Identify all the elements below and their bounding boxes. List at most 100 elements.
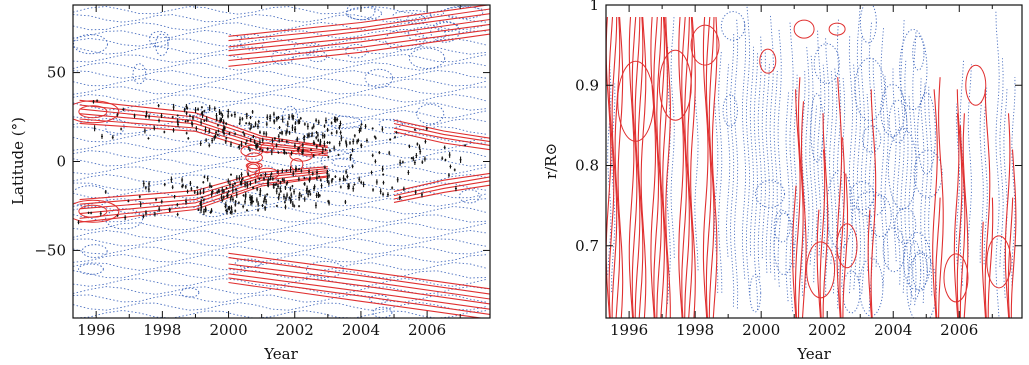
red-contour-line: [822, 113, 829, 318]
blue-contour-line: [670, 17, 675, 258]
blue-contour-loop: [384, 28, 426, 51]
blue-contour-loop: [78, 263, 104, 275]
red-contour-line: [79, 170, 328, 210]
left-x-axis-label: Year: [263, 345, 298, 363]
blue-contour-line: [813, 105, 818, 283]
blue-contour-line: [829, 71, 834, 264]
right-x-axis-label: Year: [796, 345, 831, 363]
left-x-tick-label: 1996: [77, 321, 115, 339]
red-contour-line: [614, 16, 621, 318]
red-contour-line: [705, 16, 712, 318]
blue-contour-line: [73, 302, 487, 311]
red-contour-loop: [943, 253, 969, 303]
blue-contour-line: [73, 310, 487, 318]
blue-contour-loop: [185, 101, 209, 117]
blue-contour-loop: [364, 68, 394, 88]
blue-contour-line: [761, 49, 766, 259]
red-contour-line: [228, 33, 490, 67]
red-contour-loop: [793, 19, 815, 39]
red-contour-line: [956, 89, 963, 318]
red-contour-line: [228, 5, 490, 37]
red-contour-line: [690, 16, 696, 318]
blue-contour-loop: [749, 273, 762, 313]
blue-contour-line: [920, 78, 925, 304]
red-contour-line: [653, 16, 660, 318]
blue-contour-line: [979, 102, 984, 263]
red-contour-line: [953, 113, 960, 318]
red-contour-line: [659, 16, 665, 318]
blue-contour-loop: [408, 47, 446, 69]
left-x-tick-label: 1998: [143, 321, 181, 339]
red-contour-line: [228, 263, 490, 300]
blue-contour-loop: [372, 306, 393, 318]
blue-contour-loop: [887, 127, 918, 210]
red-contour-line: [393, 172, 490, 193]
right-x-tick-label: 2004: [874, 321, 912, 339]
right-plot-frame: [605, 4, 1023, 319]
blue-contour-loop: [906, 252, 937, 318]
blue-contour-line: [833, 68, 838, 294]
red-contour-loop: [617, 60, 655, 142]
blue-contour-loop: [407, 26, 447, 43]
right-y-tick-label: 0.9: [575, 76, 599, 94]
blue-contour-line: [749, 46, 754, 256]
blue-contour-line: [73, 118, 487, 127]
left-x-tick-label: 2006: [408, 321, 446, 339]
red-contour-loop: [658, 49, 692, 121]
red-contour-line: [935, 197, 941, 318]
blue-contour-loop: [345, 6, 383, 21]
red-contour-line: [1010, 149, 1017, 318]
blue-contour-line: [769, 15, 774, 273]
blue-contour-loop: [73, 185, 110, 208]
red-contour-line: [797, 77, 804, 318]
red-contour-loop: [965, 64, 987, 106]
red-contour-loop: [806, 241, 836, 299]
red-contour-line: [79, 113, 328, 153]
blue-contour-line: [789, 22, 794, 312]
left-y-tick-labels: −50 0 50: [34, 64, 66, 260]
red-contour-line: [228, 273, 490, 310]
right-x-tick-labels: 1996 1998 2000 2002 2004 2006: [610, 321, 978, 339]
right-x-tick-label: 1996: [610, 321, 648, 339]
blue-contour-loop: [826, 170, 854, 250]
left-panel: 1996 1998 2000 2002 2004 2006 −50 0 50 Year Lat…: [9, 4, 491, 363]
blue-contour-line: [73, 246, 487, 255]
blue-contour-line: [852, 64, 858, 290]
left-y-axis-label: Latitude (°): [9, 117, 27, 205]
blue-contour-line: [73, 294, 487, 303]
red-contour-line: [665, 16, 671, 318]
red-contour-line: [228, 23, 490, 57]
red-contour-line: [637, 16, 644, 318]
blue-contour-loop: [326, 115, 363, 130]
red-contour-line: [228, 13, 490, 48]
red-contour-line: [867, 209, 873, 318]
red-contour-line: [611, 16, 618, 318]
red-contour-line: [628, 16, 635, 318]
blue-contour-loop: [894, 207, 917, 244]
blue-contour-line: [817, 30, 822, 256]
red-contour-line: [393, 176, 490, 197]
blue-contour-line: [880, 28, 885, 285]
blue-contour-line: [983, 87, 988, 265]
blue-contour-line: [73, 62, 487, 71]
blue-contour-line: [73, 286, 487, 295]
blue-contour-line: [765, 64, 770, 273]
blue-contour-loop: [392, 10, 432, 22]
blue-contour-loop: [132, 63, 147, 85]
blue-contour-loop: [859, 5, 877, 44]
red-contour-line: [819, 149, 826, 318]
blue-contour-line: [718, 51, 723, 293]
blue-contour-loop: [862, 125, 882, 153]
blue-contour-line: [892, 68, 897, 262]
red-contour-line: [228, 252, 490, 290]
red-contour-loop: [78, 105, 108, 119]
blue-contour-loop: [842, 270, 861, 314]
blue-contour-line: [726, 64, 731, 257]
red-contour-line: [981, 221, 987, 318]
red-contour-line: [228, 18, 490, 52]
left-x-tick-label: 2002: [276, 321, 314, 339]
blue-contour-line: [896, 108, 901, 285]
blue-contour-line: [900, 20, 905, 293]
blue-contour-line: [745, 6, 751, 296]
